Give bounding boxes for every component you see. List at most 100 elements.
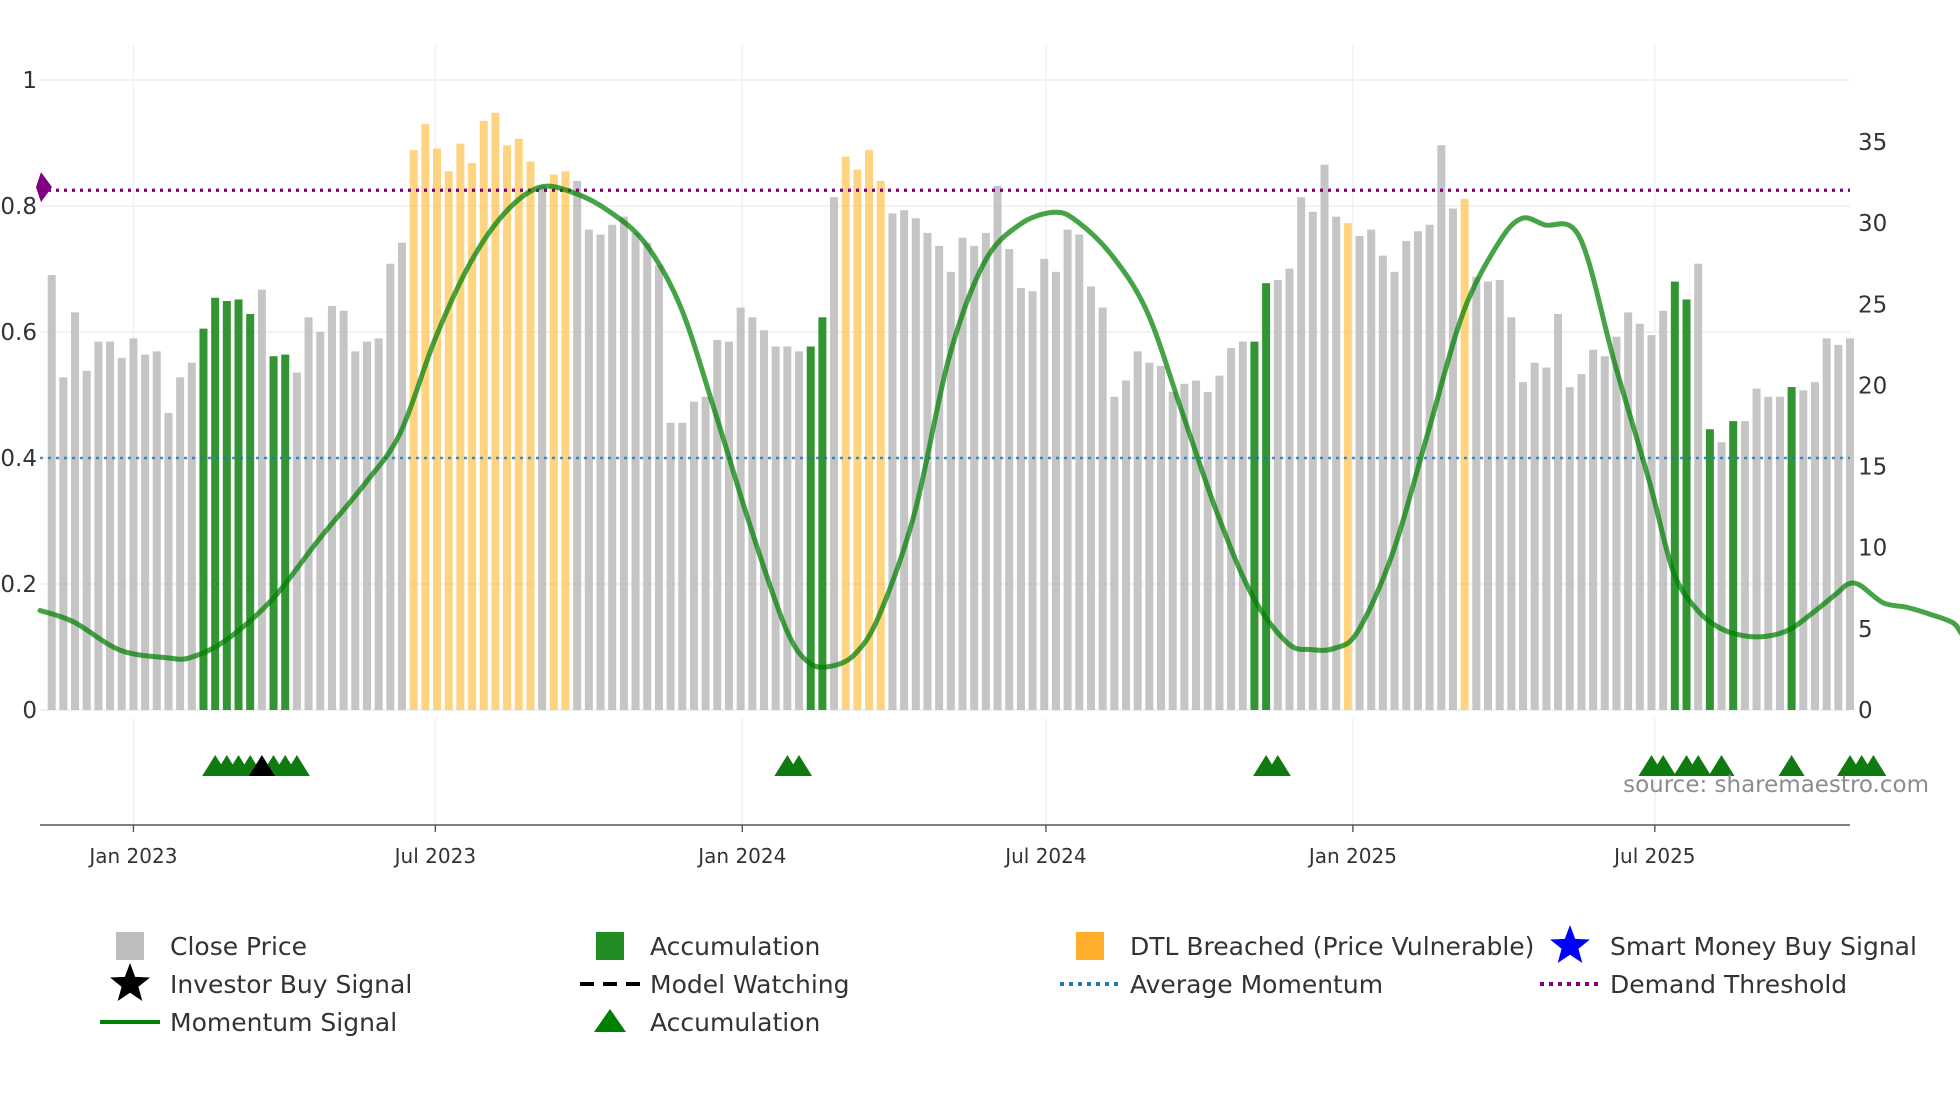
accumulation-bar (281, 354, 290, 710)
right-tick-label: 25 (1858, 292, 1887, 318)
close-price-bar (1098, 307, 1107, 710)
close-price-bar (724, 341, 733, 710)
close-price-bar (94, 341, 103, 710)
close-price-bar (596, 234, 605, 710)
x-tick-label: Jul 2023 (393, 844, 476, 868)
close-price-bar (946, 271, 955, 710)
left-tick-label: 0.2 (0, 572, 37, 598)
dtl-breached-bar (1343, 223, 1352, 710)
close-price-bar (1005, 249, 1014, 711)
legend-item: Average Momentum (1060, 970, 1383, 999)
accumulation-triangle (1860, 755, 1887, 776)
close-price-bar (830, 197, 839, 710)
accumulation-bar (1787, 387, 1796, 710)
accumulation-bar (1250, 341, 1259, 710)
close-price-bar (1542, 367, 1551, 710)
close-price-bar (1367, 229, 1376, 710)
left-tick-label: 0.8 (0, 194, 37, 220)
close-price-bar (958, 237, 967, 710)
legend-triangle-icon (594, 1009, 626, 1032)
x-tick-label: Jul 2024 (1003, 844, 1086, 868)
close-price-bar (1519, 382, 1528, 710)
close-price-bar (643, 242, 652, 710)
legend-label: Momentum Signal (170, 1008, 397, 1037)
legend-square-icon (596, 932, 624, 960)
accumulation-bar (246, 314, 255, 710)
legend-item: Model Watching (580, 970, 850, 999)
close-price-bar (1740, 421, 1749, 710)
close-price-bar (1530, 362, 1539, 710)
close-price-bar (970, 245, 979, 711)
legend-item: Momentum Signal (100, 1008, 397, 1037)
close-price-bar (1285, 268, 1294, 710)
accumulation-bar (211, 297, 220, 710)
close-price-bar (327, 305, 336, 710)
accumulation-triangle (1778, 755, 1805, 776)
close-price-bar (1472, 276, 1481, 710)
close-price-bar (1122, 380, 1130, 710)
demand-threshold-diamond (36, 172, 52, 203)
close-price-bar (187, 362, 196, 710)
close-price-bar (584, 229, 593, 710)
accumulation-bar (1682, 299, 1691, 710)
dtl-breached-bar (561, 171, 570, 710)
dtl-breached-bar (876, 180, 885, 710)
close-price-bar (1063, 229, 1072, 710)
dtl-breached-bar (491, 112, 500, 711)
close-price-bar (1320, 164, 1329, 711)
close-price-bar (59, 377, 68, 710)
right-tick-label: 15 (1858, 455, 1887, 481)
close-price-bar (678, 422, 687, 710)
legend-label: DTL Breached (Price Vulnerable) (1130, 932, 1534, 961)
close-price-bar (701, 396, 710, 710)
close-price-bar (71, 312, 80, 710)
accumulation-bar (1670, 281, 1679, 710)
legend-star-icon (1550, 925, 1590, 963)
dtl-breached-bar (526, 161, 535, 711)
right-tick-label: 20 (1858, 373, 1887, 399)
close-price-bar (981, 232, 990, 710)
accumulation-triangle (1264, 755, 1291, 776)
close-price-bar (619, 216, 628, 710)
close-price-bar (1694, 263, 1703, 710)
close-price-bar (1075, 234, 1084, 710)
close-price-bar (141, 354, 150, 710)
accumulation-triangle (1708, 755, 1735, 776)
close-price-bar (1495, 279, 1504, 710)
close-price-bar (176, 377, 185, 710)
close-price-bar (117, 357, 126, 710)
close-price-bar (1192, 380, 1201, 710)
right-tick-label: 30 (1858, 211, 1887, 237)
close-price-bar (1378, 255, 1387, 710)
close-price-bar (888, 213, 897, 710)
close-price-bar (1215, 375, 1224, 710)
legend-item: Smart Money Buy Signal (1610, 932, 1917, 961)
close-price-bar (1133, 351, 1142, 710)
x-tick-label: Jan 2025 (1307, 844, 1397, 868)
close-price-bar (164, 413, 173, 710)
close-price-bar (1834, 344, 1843, 710)
x-tick-label: Jan 2023 (87, 844, 177, 868)
close-price-bar (1273, 279, 1282, 710)
close-price-bar (1145, 362, 1154, 710)
close-price-bar (1308, 211, 1317, 710)
accumulation-bar (1262, 283, 1271, 710)
close-price-bar (374, 338, 383, 710)
close-price-bar (304, 317, 313, 710)
close-price-bar (1822, 338, 1831, 710)
close-price-bar (666, 422, 675, 710)
close-price-bar (1028, 291, 1037, 710)
close-price-bar (689, 401, 698, 710)
close-price-bar (900, 210, 909, 710)
momentum-layer (37, 183, 1960, 670)
close-price-bar (1799, 390, 1808, 710)
close-price-bar (1425, 224, 1434, 710)
accumulation-bar (269, 356, 278, 710)
close-price-bar (935, 245, 944, 711)
legend-square-icon (1076, 932, 1104, 960)
close-price-bar (1565, 387, 1574, 710)
legend-label: Model Watching (650, 970, 850, 999)
legend-item: Close Price (116, 932, 307, 961)
legend-label: Average Momentum (1130, 970, 1383, 999)
close-price-bar (1180, 383, 1189, 710)
